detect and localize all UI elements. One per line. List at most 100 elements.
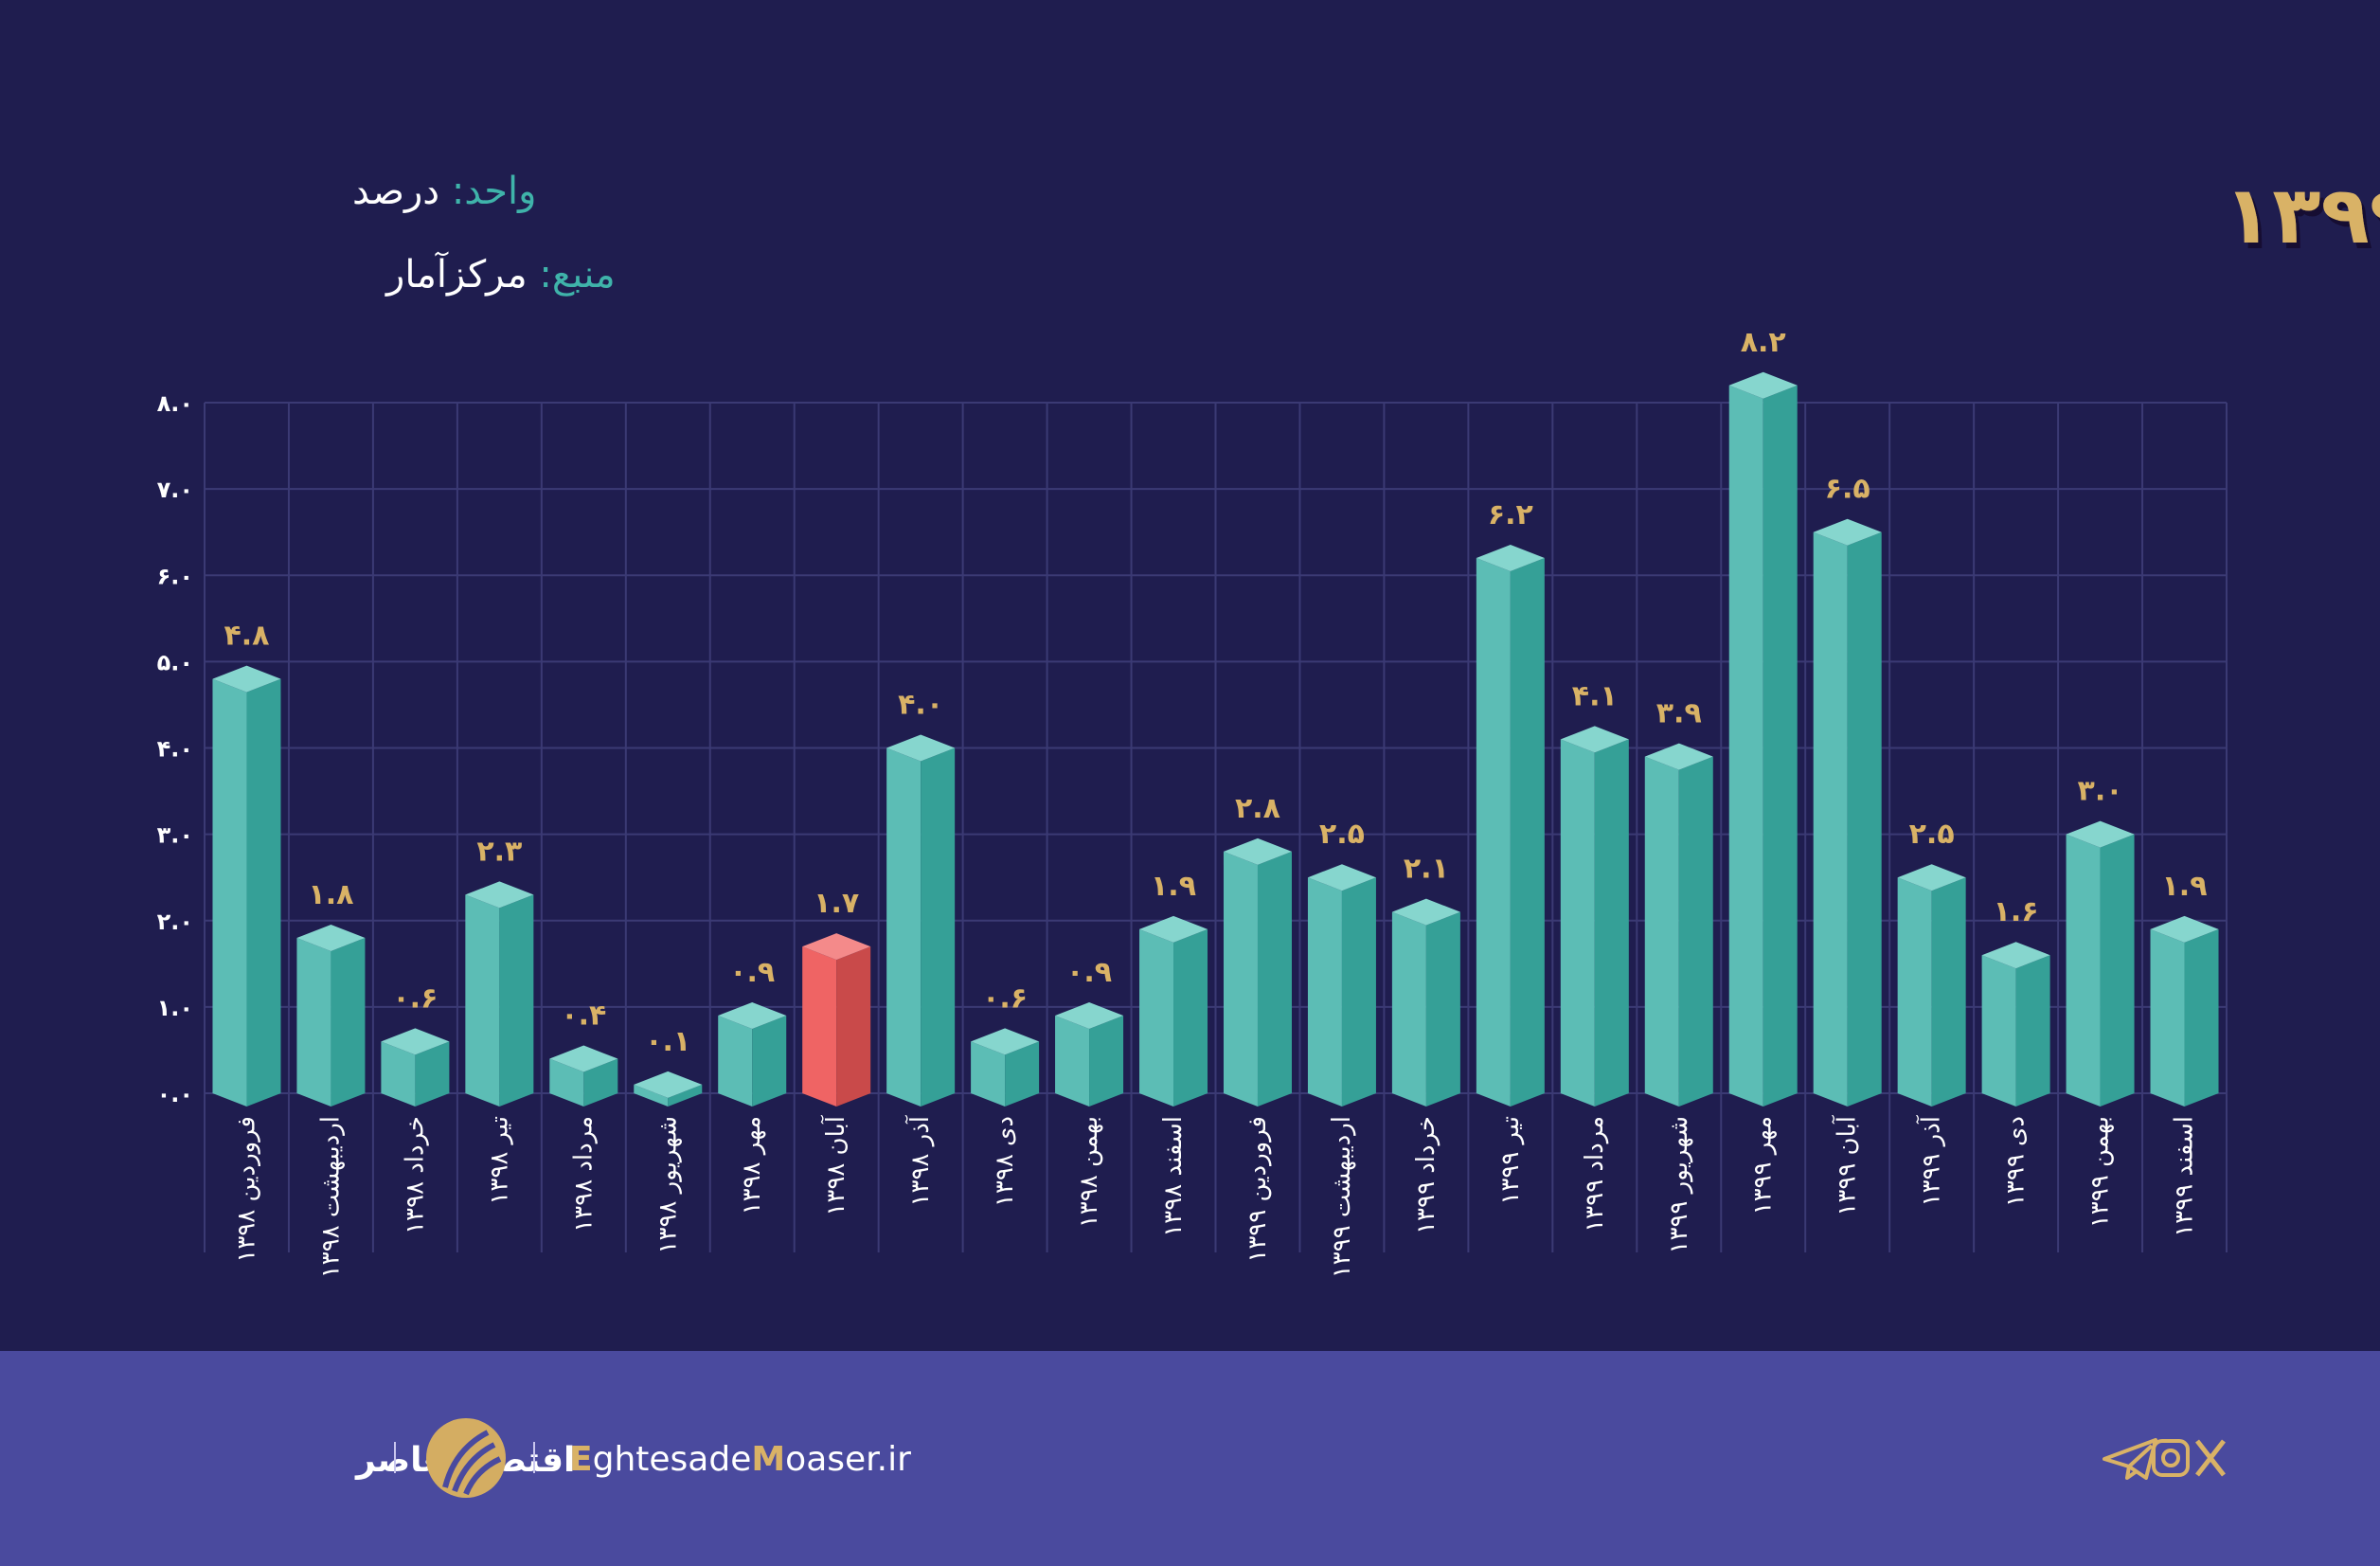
x-tick-label: آذر ۱۳۹۹ — [1916, 1114, 1946, 1206]
bar-top — [1813, 518, 1882, 546]
bar — [1055, 1001, 1124, 1107]
website-link[interactable]: EghtesadeMoaser.ir — [569, 1440, 911, 1479]
bar-face-left — [718, 1015, 753, 1107]
x-tick-label: خرداد ۱۳۹۸ — [401, 1116, 429, 1234]
y-tick-label: ۸.۰ — [157, 390, 193, 417]
bar-face-right — [2184, 928, 2219, 1107]
source-value: مرکزآمار — [385, 251, 528, 297]
bar — [1307, 864, 1376, 1107]
bar — [2150, 915, 2219, 1107]
bar — [1560, 726, 1629, 1107]
bar-face-left — [212, 678, 247, 1107]
bar-face-left — [2066, 834, 2101, 1107]
bar — [1644, 743, 1713, 1107]
bar — [549, 1045, 618, 1107]
x-tick-label: اردیبهشت ۱۳۹۸ — [316, 1116, 345, 1278]
x-tick-label: اسفند ۱۳۹۹ — [2171, 1116, 2199, 1237]
bar-face-left — [1476, 558, 1511, 1107]
bar-top — [2066, 820, 2135, 848]
data-label: ۱.۸ — [308, 878, 353, 911]
bar — [296, 924, 366, 1107]
bar — [212, 665, 281, 1107]
bar-face-left — [296, 937, 331, 1107]
x-tick-label: مهر ۱۳۹۸ — [738, 1116, 766, 1215]
bar-face-right — [1763, 385, 1798, 1107]
bar — [634, 1071, 703, 1107]
bar — [802, 933, 871, 1107]
source-label: منبع: — [539, 253, 615, 297]
x-tick-label: دی ۱۳۹۸ — [991, 1116, 1019, 1207]
x-tick-label: آذر ۱۳۹۸ — [904, 1114, 935, 1206]
bar-face-left — [886, 747, 922, 1107]
bar-face-right — [752, 1015, 787, 1107]
bar — [1223, 837, 1292, 1107]
data-label: ۰.۶ — [982, 981, 1028, 1015]
y-tick-label: ۷.۰ — [157, 477, 193, 503]
bar-top — [296, 924, 366, 951]
data-label: ۰.۱ — [645, 1025, 690, 1058]
bar-face-left — [1391, 911, 1426, 1107]
x-icon[interactable] — [2195, 1439, 2226, 1477]
grid — [204, 402, 2228, 1252]
y-tick-label: ۴.۰ — [157, 736, 193, 763]
bar-top — [1307, 864, 1376, 891]
bar-face-left — [1981, 955, 2016, 1107]
unit-label: واحد: — [452, 170, 537, 213]
bar-face-left — [1897, 877, 1932, 1107]
telegram-icon[interactable] — [2103, 1438, 2157, 1480]
bar-face-right — [668, 1084, 703, 1107]
x-tick-label: دی ۱۳۹۹ — [2002, 1116, 2031, 1207]
bar-face-right — [499, 894, 534, 1107]
bar-face-left — [971, 1041, 1006, 1107]
data-label: ۶.۲ — [1488, 498, 1533, 531]
data-label: ۰.۶ — [392, 981, 438, 1015]
bar-face-right — [1425, 911, 1460, 1107]
data-label: ۲.۵ — [1319, 818, 1365, 851]
x-tick-label: مرداد ۱۳۹۸ — [569, 1116, 598, 1233]
x-tick-label: شهریور ۱۳۹۸ — [653, 1116, 682, 1253]
chart-title: شاخص کل تورم در سال ۱۳۹۸ و ۱۳۹۹ — [2224, 169, 2380, 262]
bars — [212, 371, 2219, 1107]
bar-top — [886, 734, 956, 762]
bar — [1476, 545, 1545, 1107]
x-tick-label: آبان ۱۳۹۹ — [1832, 1114, 1862, 1215]
x-tick-label: بهمن ۱۳۹۸ — [1075, 1116, 1103, 1228]
bar — [2066, 820, 2135, 1107]
x-tick-label: تیر ۱۳۹۹ — [1496, 1116, 1525, 1205]
bar-face-left — [1560, 739, 1595, 1107]
bar-top — [802, 933, 871, 961]
x-tick-label: فروردین ۱۳۹۹ — [1244, 1116, 1272, 1263]
bar-top — [1897, 864, 1966, 891]
x-tick-label: بهمن ۱۳۹۹ — [2086, 1116, 2115, 1228]
data-label: ۰.۹ — [1066, 956, 1112, 989]
bar — [886, 734, 956, 1107]
instagram-icon[interactable] — [2152, 1439, 2190, 1477]
data-label: ۶.۵ — [1825, 473, 1870, 506]
bar-face-left — [1139, 928, 1174, 1107]
bar — [1897, 864, 1966, 1107]
bar-face-right — [1510, 558, 1545, 1107]
bar-face-left — [2150, 928, 2185, 1107]
bar-top — [1560, 726, 1629, 753]
bar — [1139, 915, 1208, 1107]
unit-line: واحد: درصد — [352, 170, 536, 213]
data-label: ۱.۷ — [814, 887, 859, 920]
bar-top — [465, 881, 534, 909]
data-label: ۴.۰ — [898, 689, 943, 722]
bar-top — [212, 665, 281, 693]
x-tick-label: مرداد ۱۳۹۹ — [1581, 1116, 1609, 1233]
y-tick-label: ۶.۰ — [157, 563, 193, 589]
data-label: ۲.۱ — [1404, 853, 1449, 886]
bar-face-left — [634, 1084, 669, 1107]
source-line: منبع: مرکزآمار — [385, 251, 616, 297]
bar — [718, 1001, 787, 1107]
bar-top — [1644, 743, 1713, 770]
x-tick-label: خرداد ۱۳۹۹ — [1412, 1116, 1441, 1234]
bar-top — [1728, 371, 1798, 399]
bar-top — [381, 1028, 450, 1055]
data-label: ۴.۱ — [1572, 679, 1618, 712]
bar-face-left — [1644, 756, 1679, 1107]
y-tick-label: ۱.۰ — [157, 995, 193, 1021]
bar-top — [2150, 915, 2219, 943]
